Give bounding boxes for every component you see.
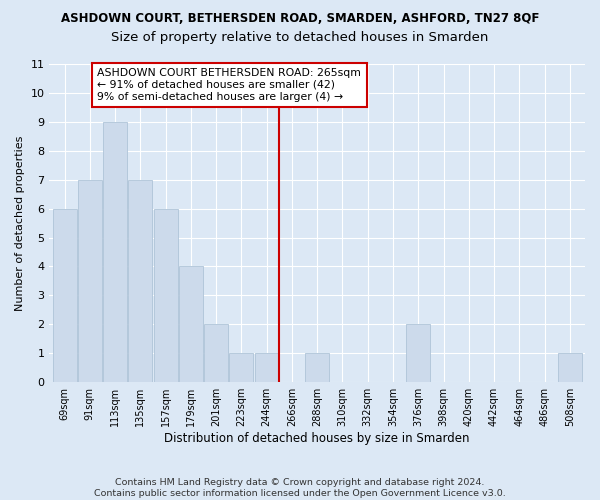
Bar [406,324,430,382]
Text: Size of property relative to detached houses in Smarden: Size of property relative to detached ho… [112,31,488,44]
Bar [204,324,228,382]
Bar [254,354,278,382]
Text: ASHDOWN COURT BETHERSDEN ROAD: 265sqm
← 91% of detached houses are smaller (42)
: ASHDOWN COURT BETHERSDEN ROAD: 265sqm ← … [97,68,361,102]
Bar [558,354,582,382]
Text: Contains HM Land Registry data © Crown copyright and database right 2024.
Contai: Contains HM Land Registry data © Crown c… [94,478,506,498]
Bar [53,208,77,382]
Bar [229,354,253,382]
Bar [78,180,102,382]
Bar [179,266,203,382]
Bar [154,208,178,382]
Bar [128,180,152,382]
Bar [305,354,329,382]
Bar [103,122,127,382]
Text: ASHDOWN COURT, BETHERSDEN ROAD, SMARDEN, ASHFORD, TN27 8QF: ASHDOWN COURT, BETHERSDEN ROAD, SMARDEN,… [61,12,539,26]
Y-axis label: Number of detached properties: Number of detached properties [15,136,25,311]
X-axis label: Distribution of detached houses by size in Smarden: Distribution of detached houses by size … [164,432,470,445]
